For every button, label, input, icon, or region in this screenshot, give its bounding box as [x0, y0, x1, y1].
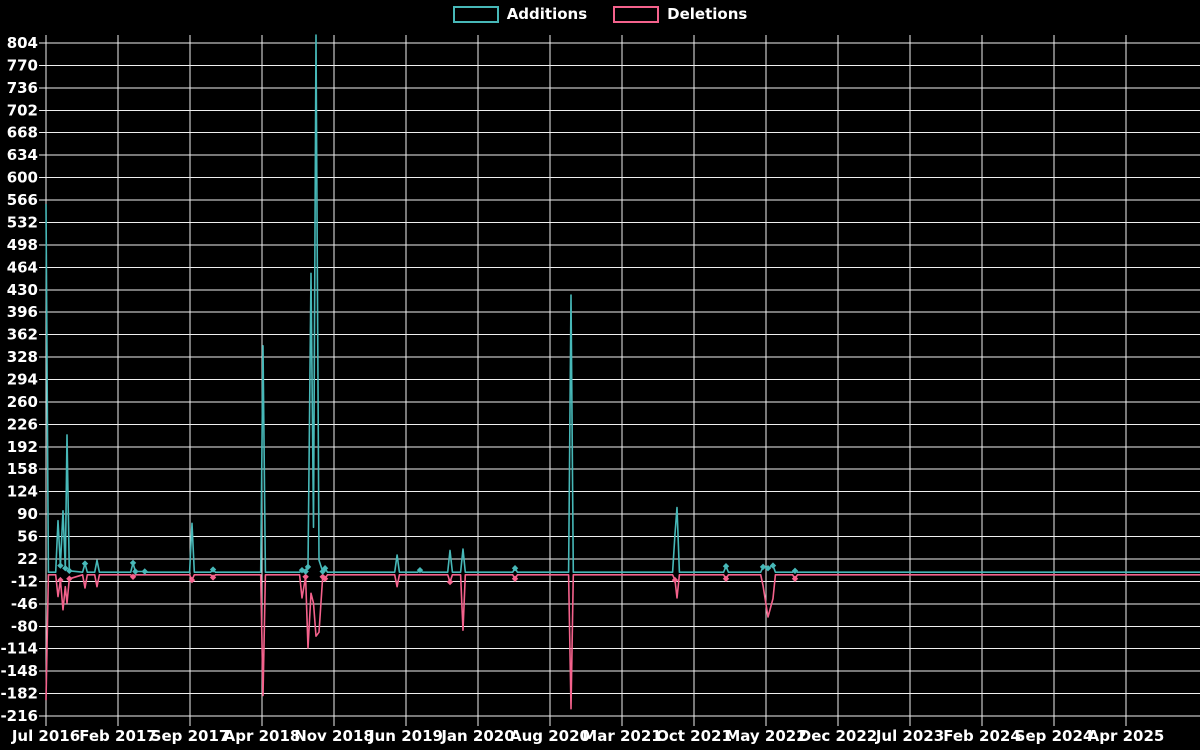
svg-text:498: 498	[7, 236, 38, 254]
svg-text:Sep 2017: Sep 2017	[151, 727, 230, 745]
svg-text:-46: -46	[11, 595, 38, 613]
svg-text:668: 668	[7, 124, 38, 142]
data-point-marker	[129, 559, 137, 567]
svg-text:532: 532	[7, 213, 38, 231]
svg-text:Feb 2024: Feb 2024	[943, 727, 1021, 745]
legend-item-additions[interactable]: Additions	[452, 5, 588, 23]
data-point-marker	[759, 563, 767, 571]
data-point-marker	[81, 560, 89, 567]
svg-text:702: 702	[7, 101, 38, 119]
data-point-marker	[722, 575, 730, 582]
data-point-marker	[302, 568, 309, 575]
additions-legend-label: Additions	[506, 5, 588, 23]
data-point-marker	[57, 576, 64, 584]
svg-text:90: 90	[17, 505, 38, 523]
svg-text:-148: -148	[0, 662, 38, 680]
svg-text:-12: -12	[11, 572, 38, 590]
data-point-marker	[446, 578, 454, 586]
legend-item-deletions[interactable]: Deletions	[613, 6, 747, 23]
data-point-marker	[132, 568, 139, 575]
data-point-marker	[722, 563, 730, 570]
svg-text:Feb 2017: Feb 2017	[79, 727, 157, 745]
svg-text:Jul 2016: Jul 2016	[11, 727, 80, 745]
svg-text:Aug 2020: Aug 2020	[510, 727, 590, 745]
data-point-marker	[66, 575, 73, 582]
svg-text:Jun 2019: Jun 2019	[368, 727, 443, 745]
svg-text:396: 396	[7, 303, 38, 321]
data-point-marker	[791, 575, 799, 582]
deletions-legend-label: Deletions	[667, 5, 748, 23]
svg-text:226: 226	[7, 415, 38, 433]
svg-text:430: 430	[7, 281, 38, 299]
data-point-marker	[57, 562, 64, 569]
data-point-marker	[188, 576, 196, 584]
data-point-marker	[66, 567, 73, 575]
svg-text:192: 192	[7, 438, 38, 456]
svg-text:260: 260	[7, 393, 38, 411]
svg-text:Apr 2018: Apr 2018	[224, 727, 301, 745]
y-axis-labels: 804 770 736 702 668 634 600 566 532 498 464 430 396 3…	[0, 34, 38, 725]
svg-text:-216: -216	[0, 707, 38, 725]
data-point-marker	[209, 574, 217, 581]
svg-text:362: 362	[7, 326, 38, 344]
data-point-marker	[62, 565, 69, 572]
additions-swatch-icon	[452, 6, 499, 23]
svg-text:736: 736	[7, 79, 38, 97]
data-point-marker	[321, 565, 329, 572]
data-point-marker	[671, 576, 679, 584]
svg-text:328: 328	[7, 348, 38, 366]
data-point-marker	[791, 567, 799, 575]
deletions-swatch-icon	[613, 6, 660, 23]
data-point-marker	[129, 573, 137, 580]
data-point-marker	[304, 563, 312, 571]
data-point-marker	[416, 566, 424, 574]
svg-text:56: 56	[17, 528, 38, 546]
svg-text:May 2022: May 2022	[725, 727, 806, 745]
data-point-marker	[769, 562, 777, 569]
svg-text:22: 22	[17, 550, 38, 568]
data-point-marker	[209, 566, 217, 573]
svg-text:464: 464	[7, 258, 38, 276]
svg-text:Jan 2020: Jan 2020	[440, 727, 514, 745]
data-point-marker	[302, 573, 309, 580]
svg-text:Dec 2022: Dec 2022	[799, 727, 878, 745]
series-additions	[45, 34, 1200, 575]
svg-text:634: 634	[7, 146, 38, 164]
svg-text:-80: -80	[11, 617, 38, 635]
svg-text:-182: -182	[0, 685, 38, 703]
chart-legend: Additions Deletions	[0, 6, 1200, 23]
data-point-marker	[511, 565, 519, 572]
svg-text:600: 600	[7, 169, 38, 187]
svg-text:158: 158	[7, 460, 38, 478]
svg-text:Sep 2024: Sep 2024	[1015, 727, 1094, 745]
series-deletions	[45, 573, 1200, 710]
data-point-marker	[321, 575, 329, 582]
svg-text:Jul 2023: Jul 2023	[875, 727, 944, 745]
data-point-marker	[141, 568, 148, 575]
svg-text:Nov 2018: Nov 2018	[294, 727, 374, 745]
svg-text:Oct 2021: Oct 2021	[656, 727, 732, 745]
svg-text:Apr 2025: Apr 2025	[1088, 727, 1165, 745]
grid-lines	[39, 35, 1200, 726]
svg-text:294: 294	[7, 371, 38, 389]
data-point-marker	[511, 575, 519, 582]
svg-text:770: 770	[7, 56, 38, 74]
data-point-marker	[764, 565, 772, 572]
svg-text:124: 124	[7, 483, 38, 501]
svg-text:Mar 2021: Mar 2021	[582, 727, 661, 745]
svg-text:566: 566	[7, 191, 38, 209]
svg-text:-114: -114	[0, 640, 38, 658]
svg-text:804: 804	[7, 34, 38, 52]
